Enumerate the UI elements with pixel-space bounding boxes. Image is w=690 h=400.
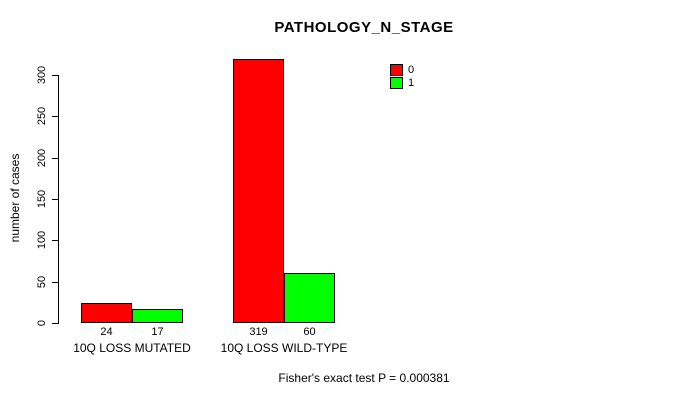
y-tick-label: 250 [36,106,48,126]
y-axis-label: number of cases [8,153,22,243]
y-axis-line [58,75,59,324]
y-tick-label: 150 [36,189,48,209]
y-tick-label: 300 [36,65,48,85]
bar-series-0-group-0 [81,303,132,323]
y-tick-mark [52,323,58,324]
y-tick-mark [52,158,58,159]
y-tick-label: 200 [36,148,48,168]
y-tick-mark [52,199,58,200]
bar-series-0-group-1 [233,59,284,323]
bar-value-label: 319 [249,326,268,338]
y-tick-mark [52,240,58,241]
category-label: 10Q LOSS MUTATED [73,341,191,355]
footer-stat-text: Fisher's exact test P = 0.000381 [278,371,450,385]
y-tick-mark [52,282,58,283]
y-tick-label: 50 [36,275,48,289]
bar-value-label: 60 [303,326,316,338]
y-tick-label: 0 [36,319,48,327]
legend-label: 1 [408,77,415,89]
legend-item: 0 [390,64,414,76]
legend-item: 1 [390,77,414,89]
y-tick-mark [52,75,58,76]
category-label: 10Q LOSS WILD-TYPE [220,341,348,355]
legend-label: 0 [408,64,415,76]
legend-swatch-icon [390,77,403,89]
bar-series-1-group-0 [132,309,183,323]
bar-value-label: 24 [100,326,113,338]
bar-series-1-group-1 [284,273,335,323]
chart-title: PATHOLOGY_N_STAGE [274,19,454,36]
y-tick-label: 100 [36,230,48,250]
legend-swatch-icon [390,64,403,76]
bar-value-label: 17 [151,326,164,338]
y-tick-mark [52,116,58,117]
